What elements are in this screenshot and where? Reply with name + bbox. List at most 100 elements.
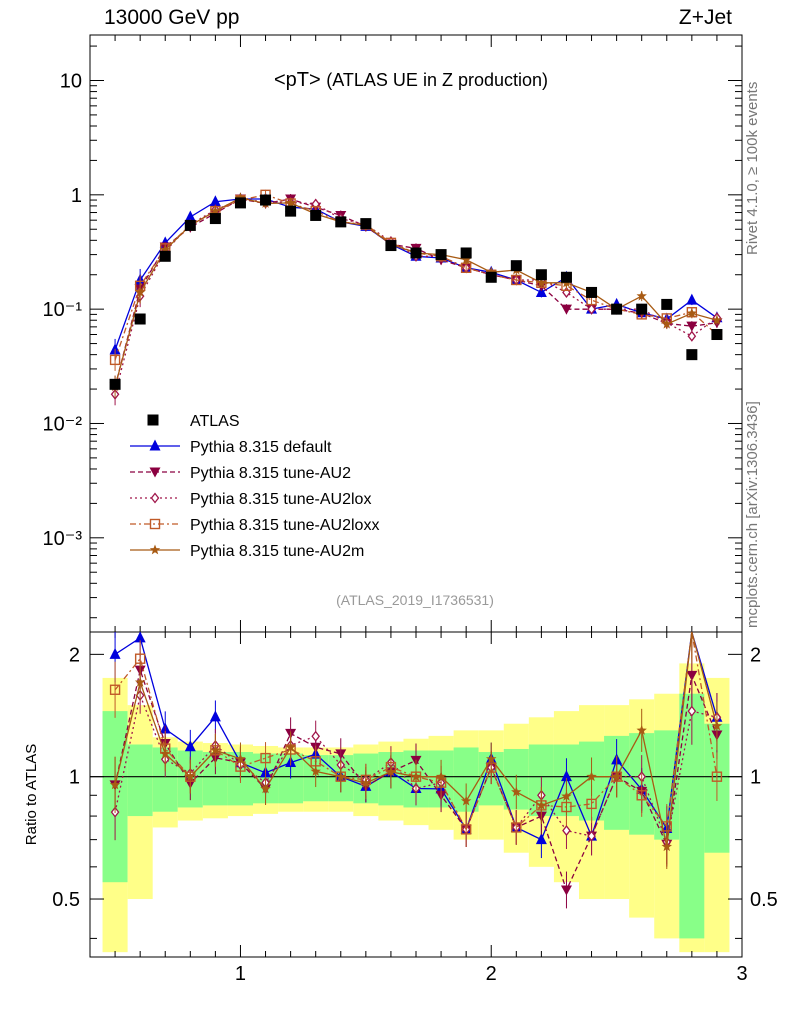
legend-marker-pythia-8-315-tune-au2	[149, 467, 161, 478]
ratio-marker-pythia-8-315-tune-au2m	[460, 795, 472, 806]
ratio-marker-pythia-8-315-tune-au2m	[109, 779, 121, 790]
main-marker-pythia-8-315-tune-au2m	[134, 286, 146, 297]
ratio-y-axis-label: Ratio to ATLAS	[23, 744, 40, 845]
inner-band-bin	[127, 744, 153, 817]
ratio-y-tick-label-left: 2	[69, 644, 80, 666]
ratio-marker-pythia-8-315-default	[134, 631, 146, 643]
legend-marker-pythia-8-315-tune-au2loxx	[149, 518, 161, 530]
ratio-marker-pythia-8-315-tune-au2loxx	[636, 790, 647, 801]
ratio-marker-pythia-8-315-tune-au2m	[661, 841, 672, 852]
atlas-data-point	[159, 250, 171, 262]
ratio-marker-pythia-8-315-tune-au2m	[586, 771, 597, 782]
atlas-data-point	[385, 240, 397, 252]
ratio-panel-series	[109, 631, 723, 909]
ratio-marker-pythia-8-315-default	[209, 710, 221, 722]
atlas-data-point	[560, 271, 572, 283]
main-marker-pythia-8-315-default	[184, 210, 196, 222]
main-y-tick-label: 10⁻²	[43, 413, 83, 435]
ratio-marker-pythia-8-315-tune-au2m	[486, 753, 497, 764]
mcplots-source-label: mcplots.cern.ch [arXiv:1306.3436]	[744, 401, 761, 628]
ratio-marker-pythia-8-315-default	[109, 647, 121, 659]
ratio-marker-pythia-8-315-tune-au2m	[310, 765, 321, 776]
ratio-y-tick-label-right: 1	[750, 767, 761, 789]
atlas-data-point	[686, 349, 698, 361]
main-marker-pythia-8-315-default	[209, 195, 221, 207]
atlas-data-point	[510, 260, 522, 272]
atlas-data-point	[636, 303, 648, 315]
analysis-id-label: (ATLAS_2019_I1736531)	[336, 592, 494, 608]
x-tick-label: 1	[235, 963, 246, 985]
ratio-marker-pythia-8-315-tune-au2m	[235, 753, 246, 764]
ratio-marker-pythia-8-315-tune-au2loxx	[260, 752, 271, 764]
ratio-marker-pythia-8-315-tune-au2	[560, 885, 572, 896]
ratio-marker-pythia-8-315-tune-au2	[686, 670, 698, 681]
ratio-marker-pythia-8-315-default	[535, 833, 547, 845]
atlas-data-point	[285, 205, 297, 217]
ratio-marker-pythia-8-315-tune-au2lox	[311, 730, 321, 742]
ratio-marker-pythia-8-315-tune-au2loxx	[109, 684, 121, 695]
legend: ATLAS Pythia 8.315 default Pythia 8.315 tu…	[130, 413, 379, 560]
legend-label-atlas: ATLAS	[190, 413, 240, 430]
atlas-data-point	[485, 271, 497, 283]
atlas-data-point	[410, 247, 422, 259]
ratio-marker-pythia-8-315-tune-au2m	[511, 786, 522, 797]
atlas-data-point	[611, 303, 623, 315]
ratio-marker-pythia-8-315-tune-au2m	[360, 777, 372, 788]
ratio-marker-pythia-8-315-default	[184, 740, 196, 752]
ratio-marker-pythia-8-315-tune-au2lox	[687, 705, 697, 717]
ratio-marker-pythia-8-315-tune-au2m	[210, 744, 221, 755]
main-y-tick-label: 10⁻¹	[43, 299, 83, 321]
main-marker-pythia-8-315-tune-au2m	[636, 290, 647, 301]
legend-label-pythia-8-315-tune-au2: Pythia 8.315 tune-AU2	[190, 465, 351, 482]
main-line-pythia-8-315-tune-au2lox	[114, 198, 718, 395]
axis-labels: 1 2 3 10 1 10⁻¹ 10⁻² 10⁻³ 0.5 0.5 1 1 2 2 Ratio to ATL…	[23, 69, 778, 985]
main-marker-pythia-8-315-default	[535, 285, 547, 297]
main-marker-pythia-8-315-tune-au2m	[686, 307, 698, 318]
legend-label-pythia-8-315-tune-au2m: Pythia 8.315 tune-AU2m	[190, 543, 364, 560]
x-tick-label: 3	[736, 963, 747, 985]
atlas-data-point	[260, 194, 272, 206]
atlas-data-point	[661, 298, 673, 310]
main-line-pythia-8-315-tune-au2	[114, 198, 717, 387]
atlas-data-point	[109, 378, 121, 390]
legend-label-pythia-8-315-tune-au2loxx: Pythia 8.315 tune-AU2loxx	[190, 517, 379, 534]
legend-marker-pythia-8-315-tune-au2lox	[150, 492, 160, 504]
main-frame-border	[89, 34, 743, 633]
ratio-marker-pythia-8-315-tune-au2lox	[587, 830, 596, 842]
atlas-data-point	[209, 213, 221, 225]
ratio-y-tick-label-left: 0.5	[52, 889, 80, 911]
main-marker-pythia-8-315-tune-au2m	[235, 192, 246, 203]
legend-label-pythia-8-315-tune-au2lox: Pythia 8.315 tune-AU2lox	[190, 491, 371, 508]
ratio-marker-pythia-8-315-tune-au2m	[636, 724, 647, 735]
atlas-data-point	[711, 329, 723, 341]
ratio-marker-pythia-8-315-tune-au2loxx	[511, 822, 522, 833]
legend-label-pythia-8-315-default: Pythia 8.315 default	[190, 439, 332, 456]
main-marker-pythia-8-315-tune-au2loxx	[109, 354, 121, 366]
chart-title-suffix: (ATLAS UE in Z production)	[326, 70, 548, 90]
ratio-marker-pythia-8-315-tune-au2loxx	[586, 798, 597, 810]
main-marker-pythia-8-315-tune-au2m	[160, 244, 171, 255]
ratio-marker-pythia-8-315-tune-au2m	[260, 783, 271, 794]
atlas-data-point	[335, 216, 347, 228]
main-marker-pythia-8-315-tune-au2	[686, 321, 698, 332]
ratio-marker-pythia-8-315-tune-au2m	[285, 741, 296, 752]
ratio-marker-pythia-8-315-tune-au2m	[711, 720, 723, 731]
rivet-version-label: Rivet 4.1.0, ≥ 100k events	[744, 81, 761, 255]
main-marker-pythia-8-315-tune-au2m	[210, 205, 221, 216]
atlas-data-point	[460, 247, 472, 259]
main-marker-pythia-8-315-tune-au2lox	[587, 303, 596, 315]
main-y-tick-label: 10	[60, 70, 82, 92]
ratio-marker-pythia-8-315-tune-au2m	[561, 790, 572, 801]
ratio-marker-pythia-8-315-tune-au2m	[335, 771, 346, 782]
ratio-marker-pythia-8-315-tune-au2m	[536, 799, 547, 810]
main-marker-pythia-8-315-tune-au2m	[661, 318, 672, 329]
main-marker-pythia-8-315-tune-au2loxx	[511, 274, 522, 286]
atlas-data-point	[234, 197, 246, 209]
legend-marker-pythia-8-315-default	[149, 439, 161, 451]
ratio-marker-pythia-8-315-tune-au2m	[385, 766, 397, 777]
main-line-pythia-8-315-default	[114, 198, 718, 351]
main-line-pythia-8-315-tune-au2loxx	[114, 194, 718, 361]
ratio-y-tick-label-right: 2	[750, 644, 761, 666]
atlas-data-point	[184, 219, 196, 231]
